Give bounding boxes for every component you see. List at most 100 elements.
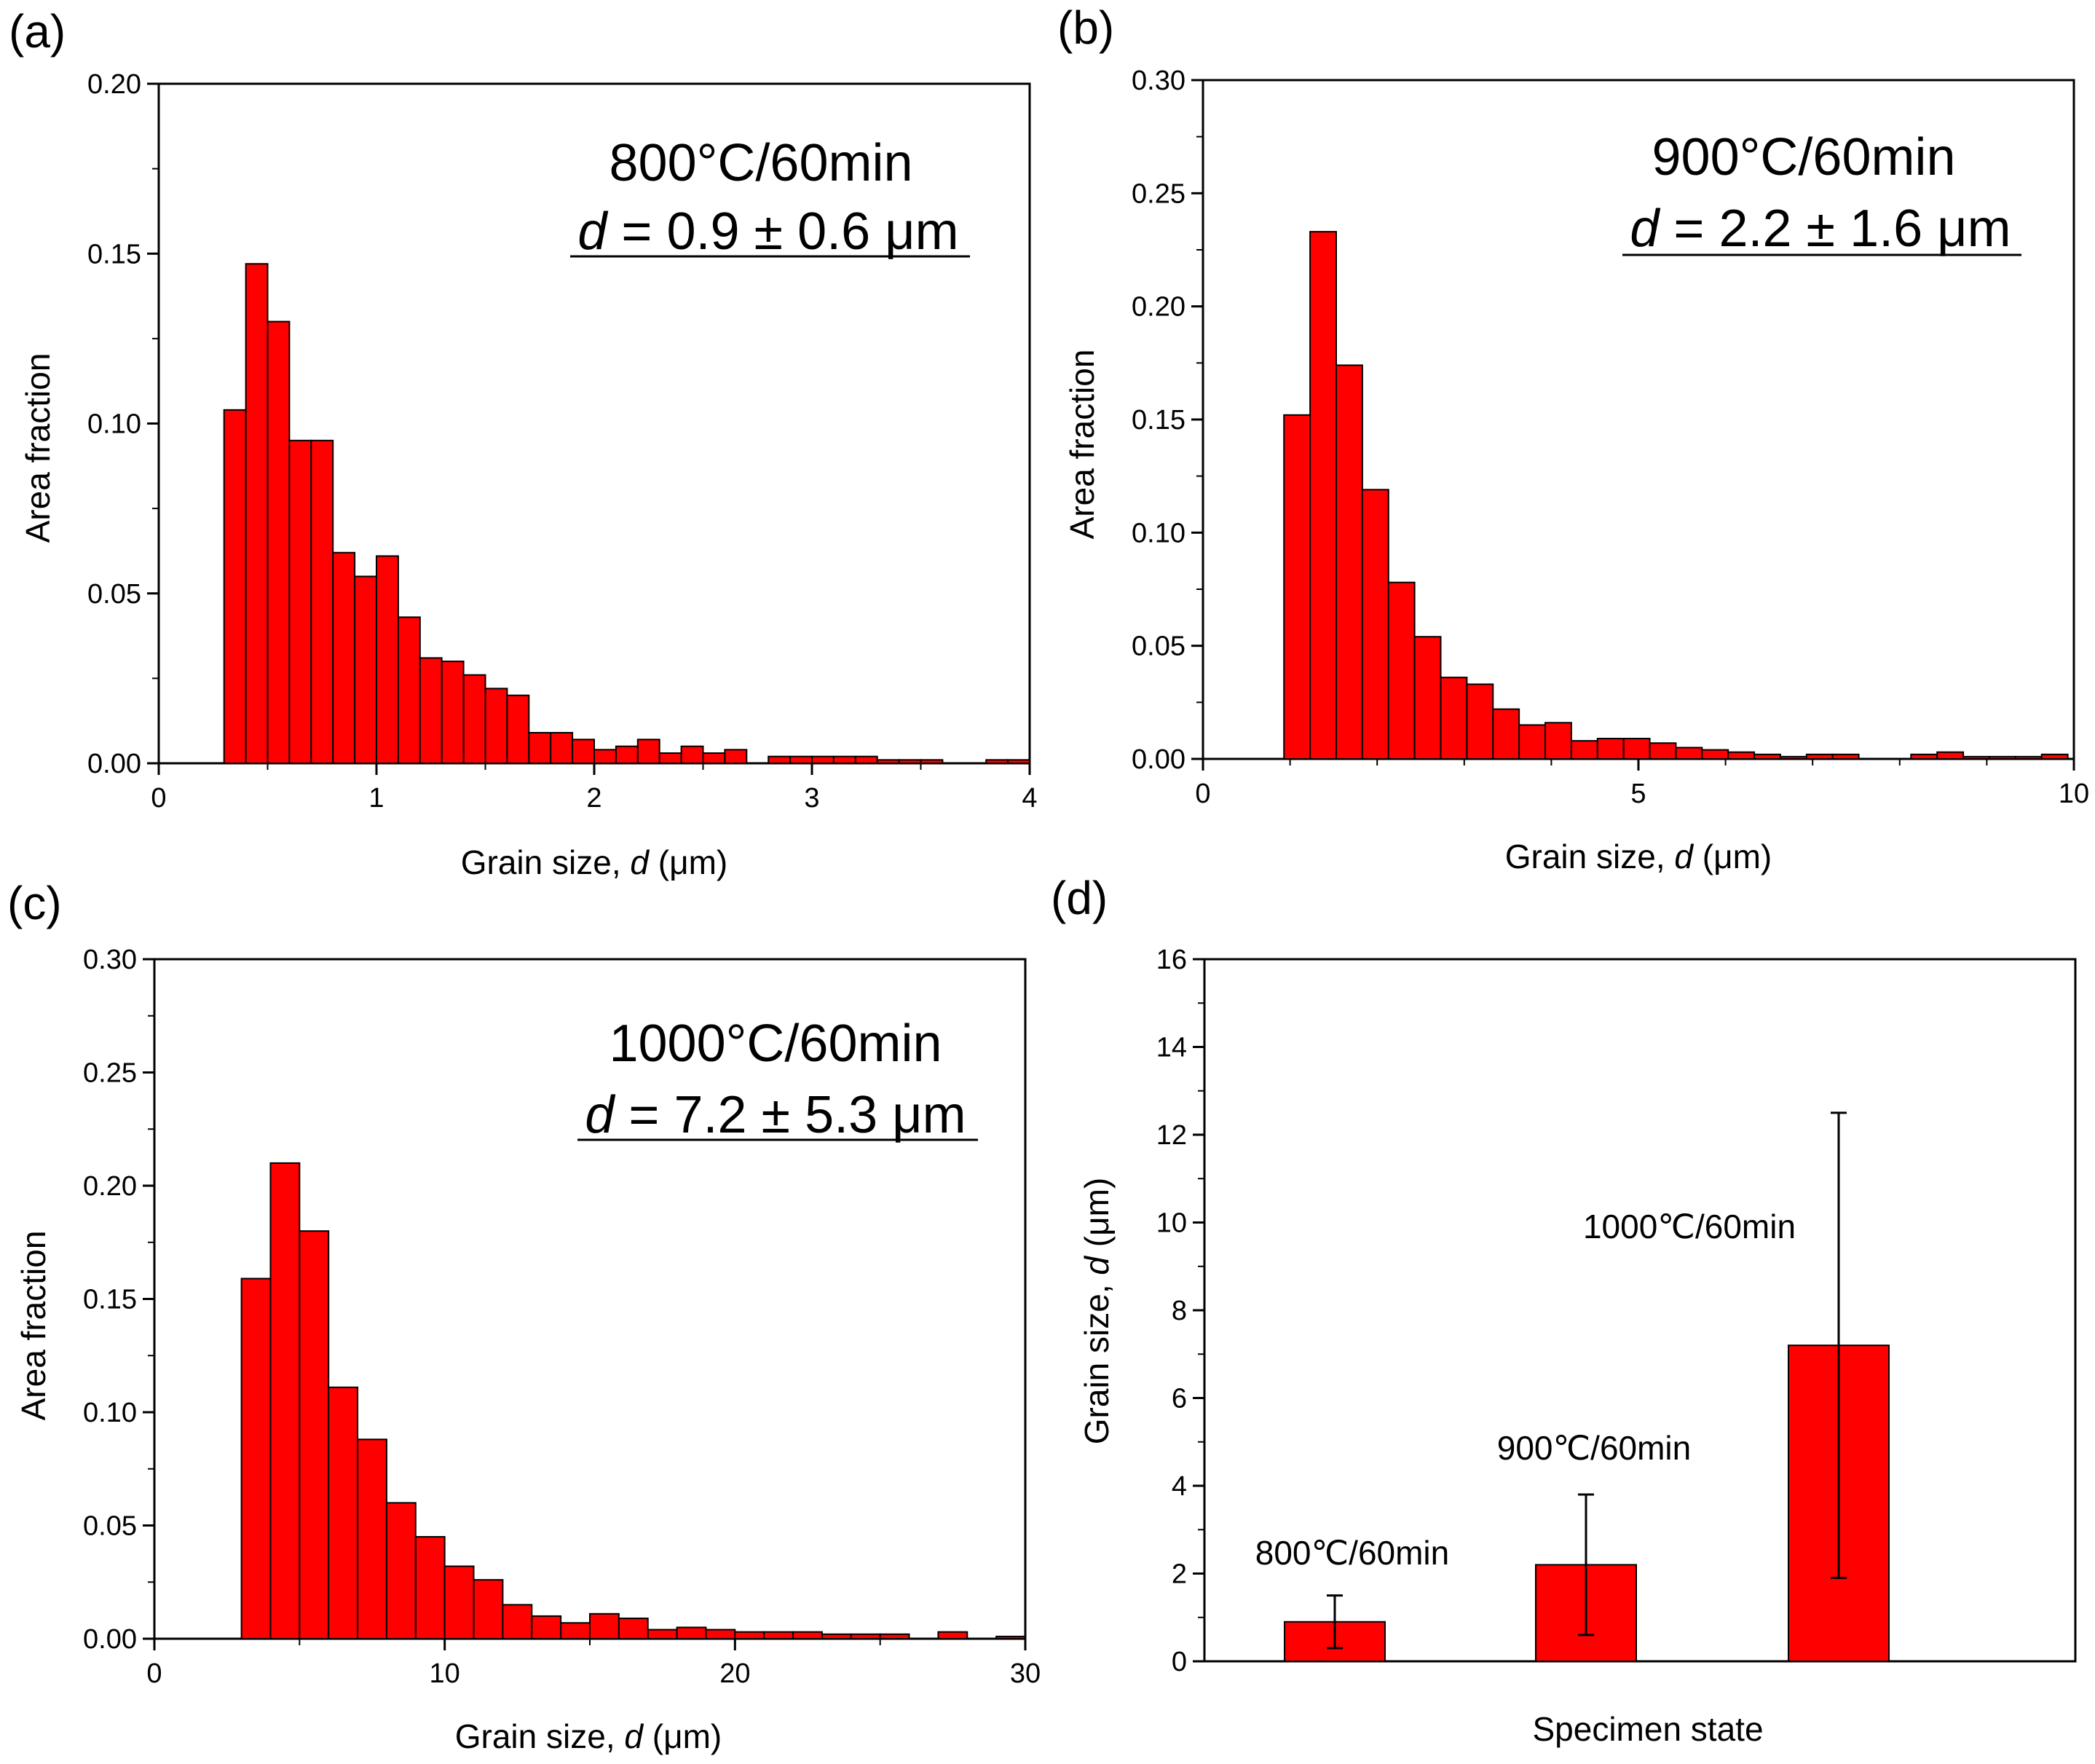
histogram-bar [615, 745, 639, 765]
panel-c-mean-size: d = 7.2 ± 5.3 μm [585, 1086, 966, 1144]
histogram-bar [1649, 742, 1677, 760]
x-tick-label: 1 [368, 783, 384, 814]
y-tick-label: 12 [1156, 1120, 1187, 1151]
histogram-bar [702, 752, 726, 765]
histogram-bar [1910, 753, 1938, 760]
y-tick-label: 8 [1172, 1296, 1187, 1326]
histogram-bar [441, 661, 465, 764]
panel-b-y-title: Area fraction [1063, 350, 1101, 540]
histogram-bar [310, 439, 334, 764]
histogram-bar [593, 749, 617, 764]
y-tick-label: 0.00 [83, 1624, 137, 1655]
histogram-bar [898, 759, 922, 764]
y-tick-label: 0.00 [1132, 744, 1185, 775]
histogram-bar [985, 759, 1009, 764]
x-tick-label: 0 [151, 783, 166, 814]
y-tick-label: 0.05 [87, 579, 141, 610]
y-tick-label: 0.20 [1132, 292, 1185, 323]
x-tick-label: 30 [1010, 1658, 1041, 1689]
histogram-bar [811, 755, 835, 765]
histogram-bar [332, 551, 356, 765]
histogram-bar [1779, 755, 1807, 760]
histogram-bar [920, 759, 944, 764]
histogram-bar [528, 732, 552, 765]
panel-c-condition: 1000°C/60min [609, 1015, 942, 1073]
y-tick-label: 0.25 [83, 1058, 137, 1089]
histogram-bar [1440, 677, 1468, 760]
bar-category-label: 800℃/60min [1255, 1534, 1449, 1572]
histogram-bar [267, 320, 291, 764]
panel-c-x-title: Grain size, d (μm) [455, 1717, 722, 1755]
x-tick-label: 20 [719, 1658, 750, 1689]
x-tick-label: 5 [1630, 779, 1646, 809]
panel-a-label: (a) [9, 5, 66, 58]
panel-d-y-title: Grain size, d (μm) [1078, 1178, 1116, 1444]
y-tick-label: 0.30 [83, 945, 137, 975]
panel-d-x-title: Specimen state [1532, 1710, 1763, 1748]
histogram-bar [821, 1633, 852, 1640]
y-tick-label: 16 [1156, 945, 1187, 975]
y-tick-label: 0.10 [83, 1398, 137, 1428]
histogram-bar [288, 439, 312, 764]
histogram-bar [357, 1438, 387, 1639]
histogram-bar [724, 749, 748, 764]
y-tick-label: 0.15 [87, 239, 141, 269]
histogram-bar [1753, 753, 1781, 760]
histogram-bar [1518, 724, 1547, 760]
histogram-bar [876, 759, 900, 764]
histogram-bar [1936, 751, 1965, 760]
panel-d-bars: 800℃/60min 900℃/60min 1000℃/60min [1255, 1111, 1890, 1662]
x-tick-label: 10 [2059, 779, 2089, 809]
panel-a-bars [223, 263, 1030, 765]
y-tick-label: 4 [1172, 1471, 1187, 1502]
histogram-bar [1007, 759, 1030, 764]
x-tick-label: 4 [1022, 783, 1037, 814]
histogram-bar [1466, 683, 1494, 760]
histogram-bar [328, 1386, 359, 1640]
y-tick-label: 0.00 [87, 749, 141, 779]
panel-a-mean-size: d = 0.9 ± 0.6 μm [577, 202, 958, 261]
panel-a-y-ticks: 0.00 0.05 0.10 0.15 0.20 [87, 69, 159, 779]
panel-a-x-title: Grain size, d (μm) [461, 843, 727, 881]
histogram-bar [385, 1502, 417, 1639]
histogram-bar [1701, 749, 1729, 760]
y-tick-label: 0.05 [83, 1511, 137, 1542]
histogram-bar [589, 1613, 620, 1640]
panel-c-histogram: (c) 0 10 20 30 0.00 0.05 0.10 0.15 0.20 0.25 0.30… [7, 877, 1041, 1755]
x-tick-label: 0 [1195, 779, 1210, 809]
x-tick-label: 10 [430, 1658, 460, 1689]
bar-category-label: 1000℃/60min [1583, 1208, 1796, 1245]
panel-d-y-ticks: 0 2 4 6 8 10 12 14 16 [1156, 945, 1204, 1677]
histogram-bar [832, 755, 856, 765]
histogram-bar [995, 1635, 1026, 1639]
histogram-bar [658, 752, 682, 765]
y-tick-label: 0.20 [83, 1171, 137, 1202]
histogram-bar [531, 1615, 562, 1639]
histogram-bar [1805, 753, 1834, 760]
histogram-bar [245, 263, 269, 764]
panel-a-x-ticks: 0 1 2 3 4 [151, 763, 1038, 814]
histogram-bar [854, 755, 878, 765]
histogram-bar [618, 1618, 649, 1640]
histogram-bar [240, 1277, 272, 1639]
histogram-bar [560, 1622, 591, 1639]
histogram-bar [462, 674, 486, 765]
histogram-bar [473, 1579, 504, 1639]
histogram-bar [1492, 708, 1520, 760]
histogram-bar [1335, 364, 1363, 760]
y-tick-label: 0.25 [1132, 178, 1185, 209]
histogram-bar [1309, 231, 1337, 760]
histogram-bar [1675, 747, 1703, 760]
panel-a-histogram: (a) 0 1 2 3 4 0.00 0.05 0.10 0.15 0.20 Grain siz… [9, 5, 1038, 881]
histogram-bar [299, 1230, 330, 1639]
panel-b-mean-size: d = 2.2 ± 1.6 μm [1630, 200, 2011, 258]
histogram-bar [269, 1162, 301, 1639]
y-tick-label: 0.10 [87, 409, 141, 440]
y-tick-label: 0.10 [1132, 518, 1185, 548]
y-tick-label: 0.15 [83, 1285, 137, 1315]
histogram-bar [1831, 753, 1860, 760]
panel-c-y-title: Area fraction [15, 1231, 52, 1421]
histogram-bar [768, 755, 792, 765]
histogram-bar [792, 1631, 823, 1639]
